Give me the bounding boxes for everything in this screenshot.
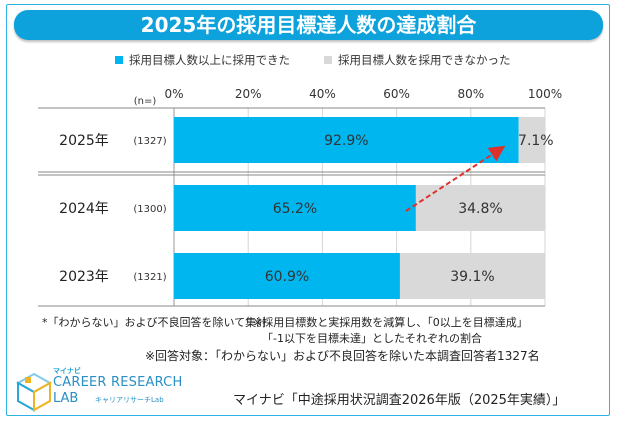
bar-rows: 2025年 (1327) 92.9% 7.1% 2024年 (1300) 65.2% 34.8… [59, 117, 554, 299]
data-label: 39.1% [450, 269, 494, 285]
data-label: 92.9% [324, 133, 368, 149]
n-header: (n=) [134, 96, 157, 107]
x-tick-labels: 0% 20% 40% 60% 80% 100% [164, 87, 562, 101]
category-label: 2024年 [59, 201, 109, 217]
sample-size-label: (1300) [133, 204, 166, 215]
legend-item-achieved: 採用目標人数以上に採用できた [115, 52, 290, 68]
x-tick-label: 60% [383, 87, 410, 101]
x-tick-label: 80% [457, 87, 484, 101]
data-label: 7.1% [518, 133, 554, 149]
sample-size-label: (1321) [133, 272, 166, 283]
category-label: 2023年 [59, 269, 109, 285]
data-label: 34.8% [458, 201, 502, 217]
bar-achieved [174, 253, 400, 299]
x-tick-label: 100% [528, 87, 562, 101]
bar-achieved [174, 185, 416, 231]
logo-sub-text: LAB [53, 391, 79, 406]
bar-achieved [174, 117, 519, 163]
data-label: 65.2% [273, 201, 317, 217]
legend: 採用目標人数以上に採用できた 採用目標人数を採用できなかった [0, 52, 617, 70]
chart-title: 2025年の採用目標達人数の達成割合 [14, 10, 603, 40]
note-left: *「わからない」および不良回答を除いて集計 [42, 316, 268, 329]
logo-tagline: キャリアリサーチLab [95, 396, 164, 404]
note-bottom: ※回答対象：「わからない」および不良回答を除いた本調査回答者1327名 [145, 349, 540, 363]
legend-label-not-achieved: 採用目標人数を採用できなかった [338, 53, 511, 67]
bar-not-achieved [415, 185, 545, 231]
bar-not-achieved [518, 117, 545, 163]
bar-not-achieved [399, 253, 545, 299]
note-right-2: 「-1以下を目標未達」としたそれぞれの割合 [262, 332, 482, 345]
source-credit: マイナビ「中途採用状況調査2026年版（2025年実績）」 [233, 393, 566, 408]
x-tick-label: 0% [164, 87, 183, 101]
x-tick-label: 40% [309, 87, 336, 101]
legend-swatch-not-achieved [324, 56, 332, 64]
trend-arrow [405, 145, 506, 212]
data-label: 60.9% [265, 269, 309, 285]
legend-swatch-achieved [115, 56, 123, 64]
x-tick-label: 20% [235, 87, 262, 101]
category-label: 2025年 [59, 133, 109, 149]
logo-icon [15, 372, 53, 412]
logo-main-text: CAREER RESEARCH [53, 375, 183, 390]
note-right-1: ※採用目標数と実採用数を減算し、「0以上を目標達成」 [253, 316, 528, 329]
sample-size-label: (1327) [133, 136, 166, 147]
legend-item-not-achieved: 採用目標人数を採用できなかった [324, 52, 511, 68]
legend-label-achieved: 採用目標人数以上に採用できた [129, 53, 290, 67]
logo-brand-small: マイナビ [53, 367, 81, 375]
